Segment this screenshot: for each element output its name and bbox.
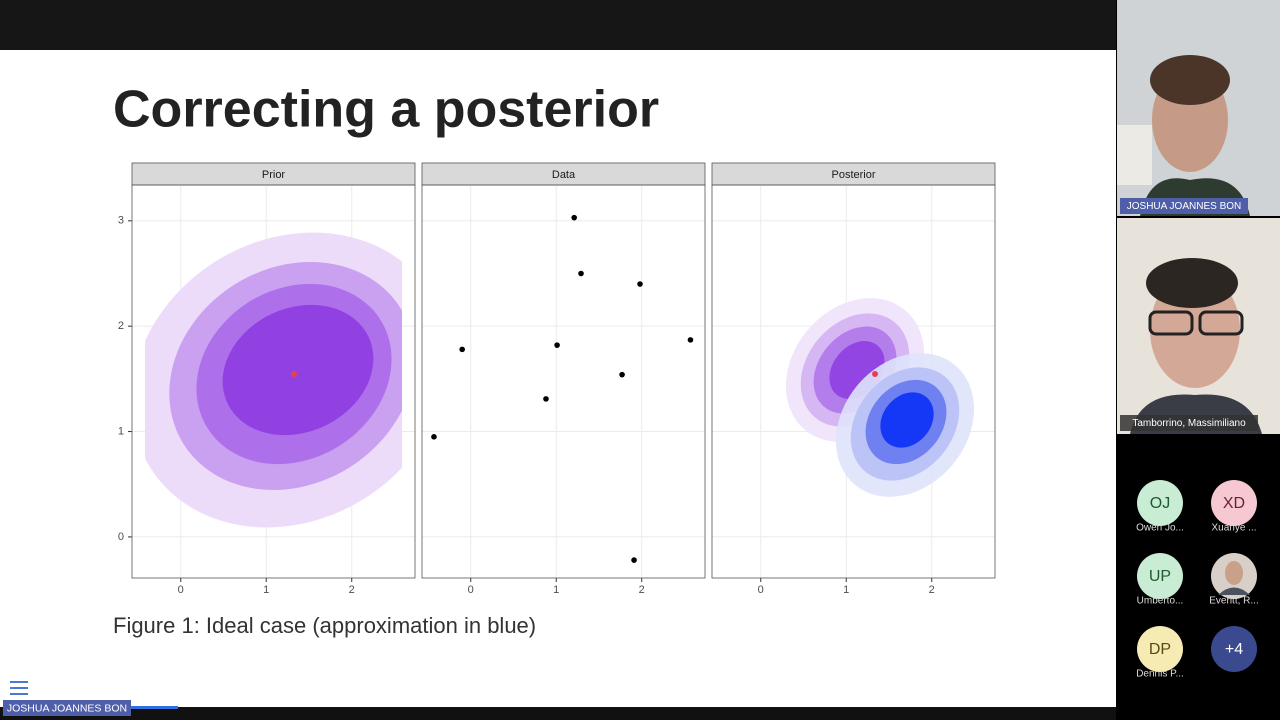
panel-border [421,184,706,579]
top-bar [0,0,1116,50]
avatar[interactable] [1137,480,1183,526]
x-tick-label: 1 [263,584,269,596]
data-point [571,214,577,221]
video-2[interactable]: Tamborrino, Massimiliano [1117,218,1280,434]
y-tick-label: 3 [118,215,124,227]
posterior-mean [872,371,878,377]
data-point [543,396,549,402]
slide-title: Correcting a posterior [113,81,659,139]
avatar-initials: OJ [1150,495,1170,512]
video-name: Tamborrino, Massimiliano [1132,418,1246,429]
avatar[interactable] [1137,626,1183,672]
x-tick-label: 1 [843,584,849,596]
prior-mean [291,371,297,377]
data-point [631,557,637,563]
x-tick-label: 2 [639,584,645,596]
y-tick-label: 1 [118,425,124,437]
panel-border [131,184,416,579]
data-point [554,342,560,348]
x-tick-label: 2 [349,584,355,596]
participant-name: Xuanye ... [1211,523,1256,534]
avatar-initials: DP [1149,641,1171,658]
self-label: JOSHUA JOANNES BON [7,702,127,714]
x-tick-label: 2 [929,584,935,596]
participant-name: Dennis P... [1136,669,1184,680]
menu-icon[interactable] [10,681,28,695]
panel-border [711,184,996,579]
x-tick-label: 1 [553,584,559,596]
participant-name: Everitt, R... [1209,596,1258,607]
video-name: JOSHUA JOANNES BON [1127,201,1241,212]
participant-name: Owen Jo... [1136,523,1184,534]
avatar-initials: +4 [1225,641,1243,658]
participant-name: Umberto... [1137,596,1184,607]
data-point [637,281,643,287]
video-1[interactable]: JOSHUA JOANNES BON [1117,0,1280,216]
figure-caption: Figure 1: Ideal case (approximation in b… [113,613,536,638]
data-point [578,270,584,277]
data-point [687,337,694,343]
avatar[interactable] [1211,480,1257,526]
x-tick-label: 0 [178,584,184,596]
x-tick-label: 0 [758,584,764,596]
y-tick-label: 2 [118,320,124,332]
avatar-initials: UP [1149,568,1171,585]
posterior-contours [785,298,975,497]
y-tick-label: 0 [118,531,124,543]
data-point [619,371,625,378]
strip-label: Prior [262,169,286,181]
participant-tiles: OJ Owen Jo... XD Xuanye ... UP Umberto... Ever… [1136,480,1259,680]
data-point [459,346,465,353]
avatar-photo [1218,587,1250,595]
avatar[interactable] [1137,553,1183,599]
x-tick-label: 0 [468,584,474,596]
avatar[interactable] [1211,626,1257,672]
bottom-bar: JOSHUA JOANNES BON [0,681,1116,720]
avatar-photo [1225,561,1243,585]
strip-label: Data [552,169,576,181]
panel [422,185,705,578]
avatar-initials: XD [1223,495,1245,512]
data-point [431,434,437,440]
strip-label: Posterior [831,169,875,181]
